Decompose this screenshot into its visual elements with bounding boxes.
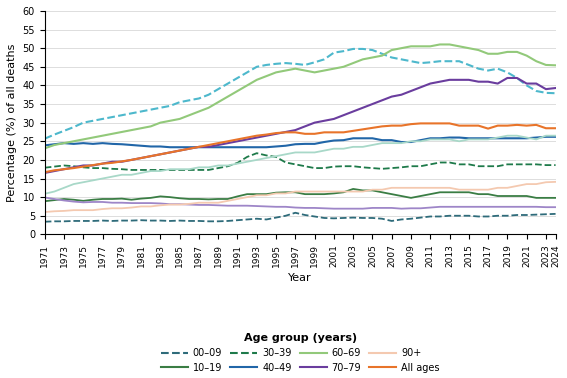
Legend: 00–09, 10–19, 20–29, 30–39, 40–49, 50–59, 60–69, 70–79, 80–89, 90+, All ages: 00–09, 10–19, 20–29, 30–39, 40–49, 50–59…	[160, 333, 439, 378]
X-axis label: Year: Year	[289, 273, 312, 283]
Y-axis label: Percentage (%) of all deaths: Percentage (%) of all deaths	[7, 43, 17, 202]
